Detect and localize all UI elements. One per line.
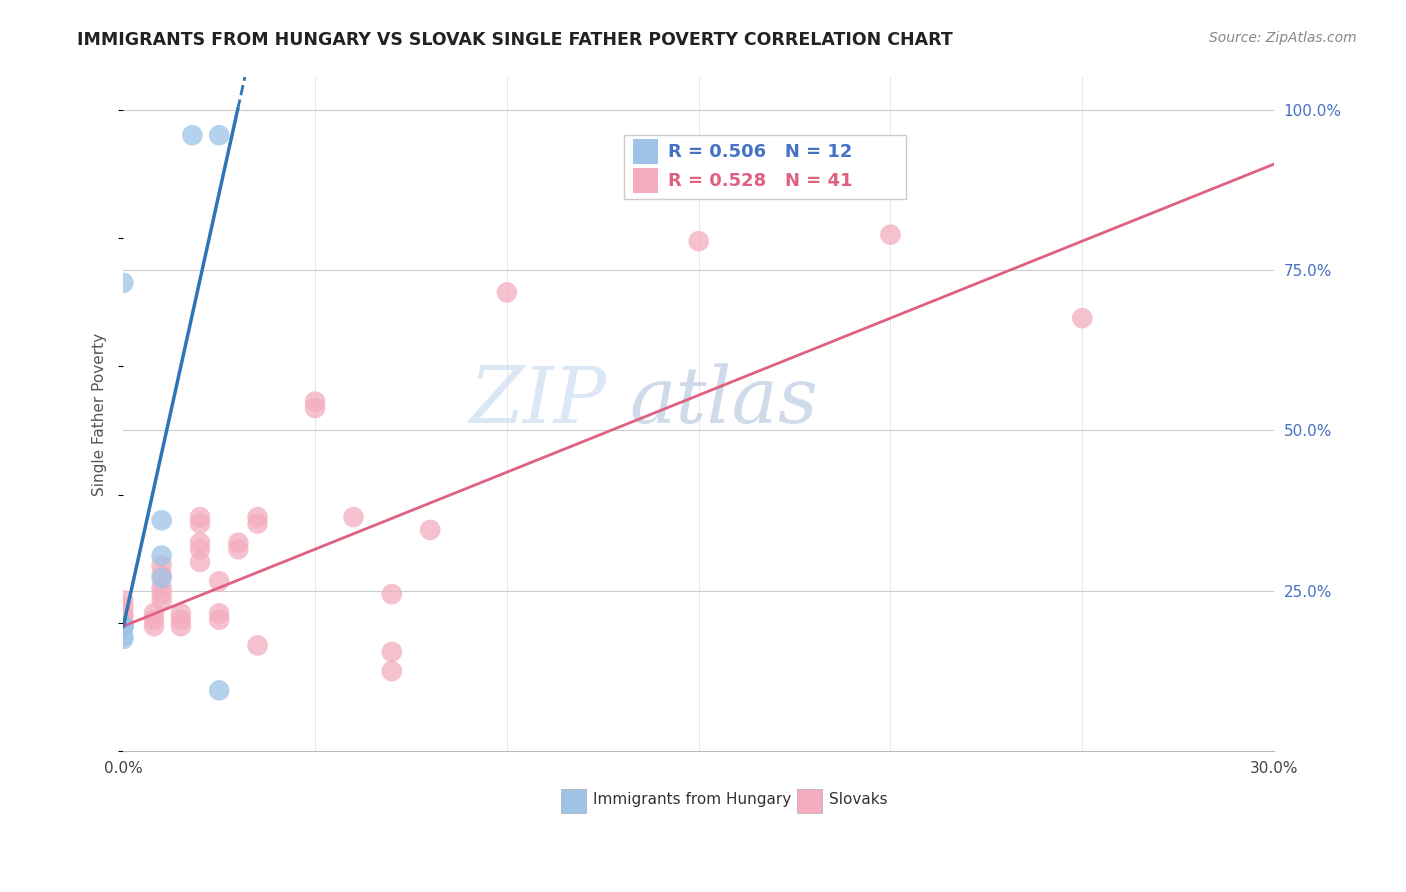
Point bbox=[419, 523, 441, 537]
Point bbox=[208, 613, 231, 627]
Point bbox=[879, 227, 901, 242]
Bar bbox=[561, 789, 586, 814]
Point bbox=[112, 619, 135, 633]
Point bbox=[112, 629, 135, 643]
Point bbox=[150, 558, 173, 573]
Point bbox=[381, 664, 404, 678]
Point bbox=[181, 128, 204, 143]
Text: R = 0.506   N = 12: R = 0.506 N = 12 bbox=[668, 143, 852, 161]
Point bbox=[188, 542, 211, 557]
Point bbox=[381, 645, 404, 659]
Point bbox=[170, 619, 193, 633]
Point bbox=[1071, 311, 1094, 326]
Point bbox=[143, 607, 166, 621]
Point bbox=[304, 401, 326, 415]
Text: Immigrants from Hungary: Immigrants from Hungary bbox=[593, 792, 792, 807]
Point bbox=[150, 581, 173, 595]
Text: ZIP: ZIP bbox=[470, 363, 606, 439]
Point bbox=[150, 513, 173, 527]
Point bbox=[246, 639, 269, 653]
Point bbox=[150, 587, 173, 601]
Point bbox=[208, 574, 231, 589]
Point bbox=[112, 599, 135, 614]
Text: Source: ZipAtlas.com: Source: ZipAtlas.com bbox=[1209, 31, 1357, 45]
Point bbox=[150, 593, 173, 607]
Point bbox=[112, 609, 135, 624]
Point bbox=[304, 394, 326, 409]
Point bbox=[170, 613, 193, 627]
Bar bbox=[633, 139, 658, 164]
Bar bbox=[797, 789, 823, 814]
Point bbox=[112, 593, 135, 607]
Point bbox=[143, 613, 166, 627]
Point bbox=[246, 516, 269, 531]
Point bbox=[150, 571, 173, 585]
Point bbox=[228, 542, 250, 557]
Y-axis label: Single Father Poverty: Single Father Poverty bbox=[93, 333, 107, 496]
Point bbox=[170, 607, 193, 621]
Point bbox=[188, 535, 211, 549]
Point bbox=[208, 128, 231, 143]
Point bbox=[342, 510, 364, 524]
Point bbox=[188, 516, 211, 531]
Point bbox=[208, 683, 231, 698]
FancyBboxPatch shape bbox=[624, 135, 905, 199]
Point bbox=[246, 510, 269, 524]
Text: IMMIGRANTS FROM HUNGARY VS SLOVAK SINGLE FATHER POVERTY CORRELATION CHART: IMMIGRANTS FROM HUNGARY VS SLOVAK SINGLE… bbox=[77, 31, 953, 49]
Point bbox=[150, 549, 173, 563]
Point bbox=[688, 234, 710, 248]
Point bbox=[188, 555, 211, 569]
Point bbox=[208, 607, 231, 621]
Point bbox=[143, 619, 166, 633]
Point bbox=[112, 619, 135, 633]
Point bbox=[112, 632, 135, 646]
Point bbox=[112, 615, 135, 630]
Text: R = 0.528   N = 41: R = 0.528 N = 41 bbox=[668, 171, 852, 190]
Bar bbox=[633, 168, 658, 194]
Point bbox=[188, 510, 211, 524]
Text: Slovaks: Slovaks bbox=[828, 792, 887, 807]
Point bbox=[381, 587, 404, 601]
Text: atlas: atlas bbox=[630, 363, 818, 439]
Point bbox=[112, 619, 135, 633]
Point bbox=[112, 276, 135, 290]
Point bbox=[112, 619, 135, 633]
Point bbox=[228, 535, 250, 549]
Point bbox=[150, 567, 173, 582]
Point bbox=[112, 607, 135, 621]
Point bbox=[496, 285, 519, 300]
